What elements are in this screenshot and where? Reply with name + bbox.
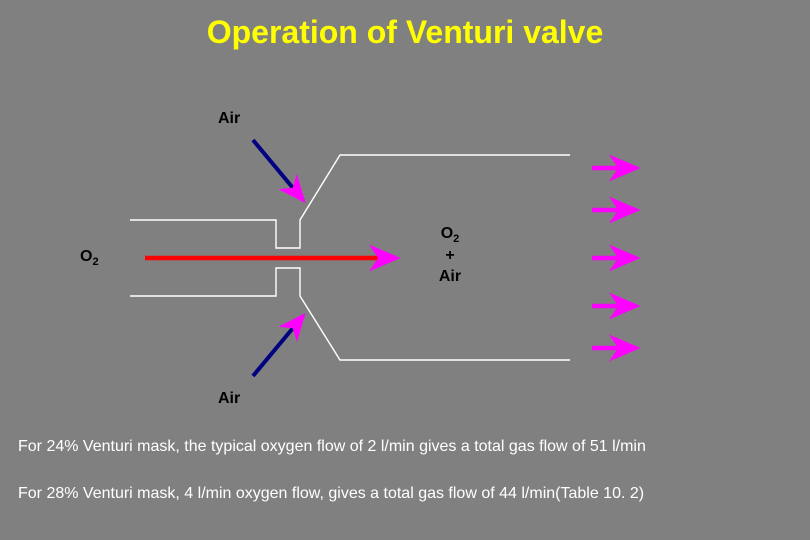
tube-outline-top — [130, 155, 570, 248]
venturi-diagram — [0, 0, 810, 540]
air-arrow-bottom — [253, 316, 303, 376]
tube-outline-bottom — [130, 268, 570, 360]
air-arrow-top — [253, 140, 303, 200]
